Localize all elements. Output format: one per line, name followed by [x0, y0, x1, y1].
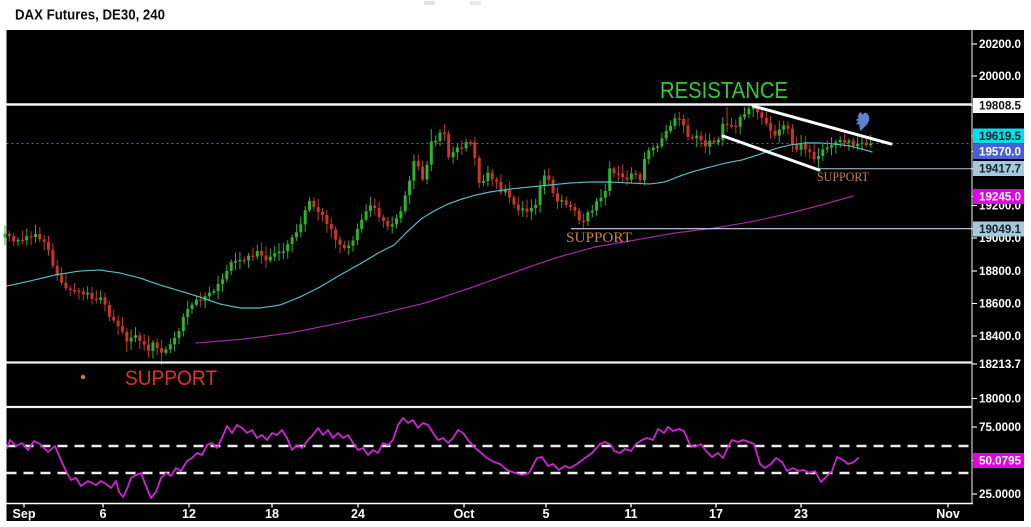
svg-text:25.0000: 25.0000 [979, 489, 1021, 501]
svg-text:Oct: Oct [454, 507, 476, 521]
svg-text:18000.0: 18000.0 [979, 394, 1021, 406]
svg-text:12: 12 [182, 507, 196, 521]
svg-text:6: 6 [100, 507, 107, 521]
svg-text:5: 5 [543, 507, 550, 521]
svg-text:50.0795: 50.0795 [979, 456, 1022, 468]
svg-text:75.0000: 75.0000 [979, 422, 1021, 434]
svg-text:18600.0: 18600.0 [979, 299, 1021, 311]
svg-text:20000.0: 20000.0 [979, 71, 1021, 83]
svg-text:23: 23 [794, 507, 808, 521]
svg-text:19570.0: 19570.0 [979, 147, 1021, 159]
svg-text:SUPPORT: SUPPORT [566, 230, 632, 246]
svg-text:SUPPORT: SUPPORT [125, 367, 217, 390]
svg-text:18: 18 [265, 507, 279, 521]
svg-text:17: 17 [709, 507, 723, 521]
svg-text:11: 11 [624, 507, 637, 521]
svg-text:Nov: Nov [936, 507, 960, 521]
svg-text:19619.5: 19619.5 [979, 131, 1022, 143]
svg-text:SUPPORT: SUPPORT [817, 169, 869, 184]
svg-text:24: 24 [351, 507, 365, 521]
svg-text:18800.0: 18800.0 [979, 266, 1021, 278]
svg-text:RESISTANCE: RESISTANCE [660, 77, 788, 103]
svg-text:19808.5: 19808.5 [979, 101, 1022, 113]
svg-text:18213.7: 18213.7 [979, 359, 1021, 371]
svg-text:19049.1: 19049.1 [979, 224, 1022, 236]
svg-text:19417.7: 19417.7 [979, 164, 1021, 176]
svg-text:18400.0: 18400.0 [979, 331, 1021, 343]
svg-text:20200.0: 20200.0 [979, 39, 1021, 51]
svg-text:DAX Futures, DE30, 240: DAX Futures, DE30, 240 [15, 7, 165, 24]
svg-text:19245.0: 19245.0 [979, 192, 1021, 204]
svg-text:Sep: Sep [13, 507, 36, 521]
